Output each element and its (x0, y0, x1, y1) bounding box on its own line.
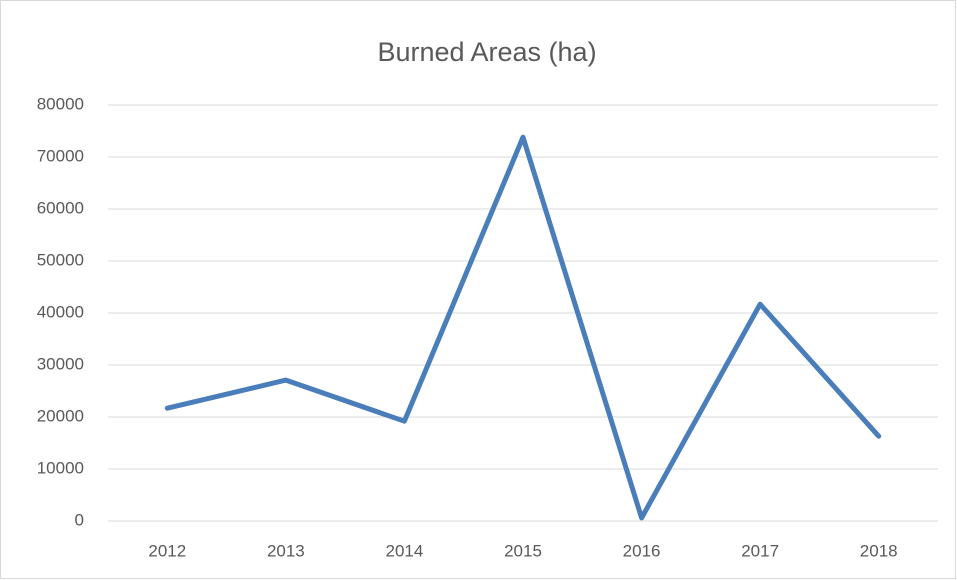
x-tick-label: 2012 (148, 541, 186, 560)
y-tick-label: 40000 (37, 302, 84, 321)
x-tick-label: 2016 (623, 541, 661, 560)
y-tick-label: 60000 (37, 198, 84, 217)
y-tick-label: 20000 (37, 406, 84, 425)
line-series (164, 134, 882, 521)
y-tick-label: 80000 (37, 94, 84, 113)
x-tick-label: 2014 (386, 541, 424, 560)
x-tick-label: 2013 (267, 541, 305, 560)
x-tick-label: 2015 (504, 541, 542, 560)
chart-title: Burned Areas (ha) (377, 37, 596, 67)
y-tick-label: 10000 (37, 458, 84, 477)
y-tick-label: 0 (75, 510, 84, 529)
x-tick-label: 2017 (741, 541, 779, 560)
x-tick-label: 2018 (860, 541, 898, 560)
y-tick-label: 50000 (37, 250, 84, 269)
y-tick-label: 30000 (37, 354, 84, 373)
y-tick-label: 70000 (37, 146, 84, 165)
